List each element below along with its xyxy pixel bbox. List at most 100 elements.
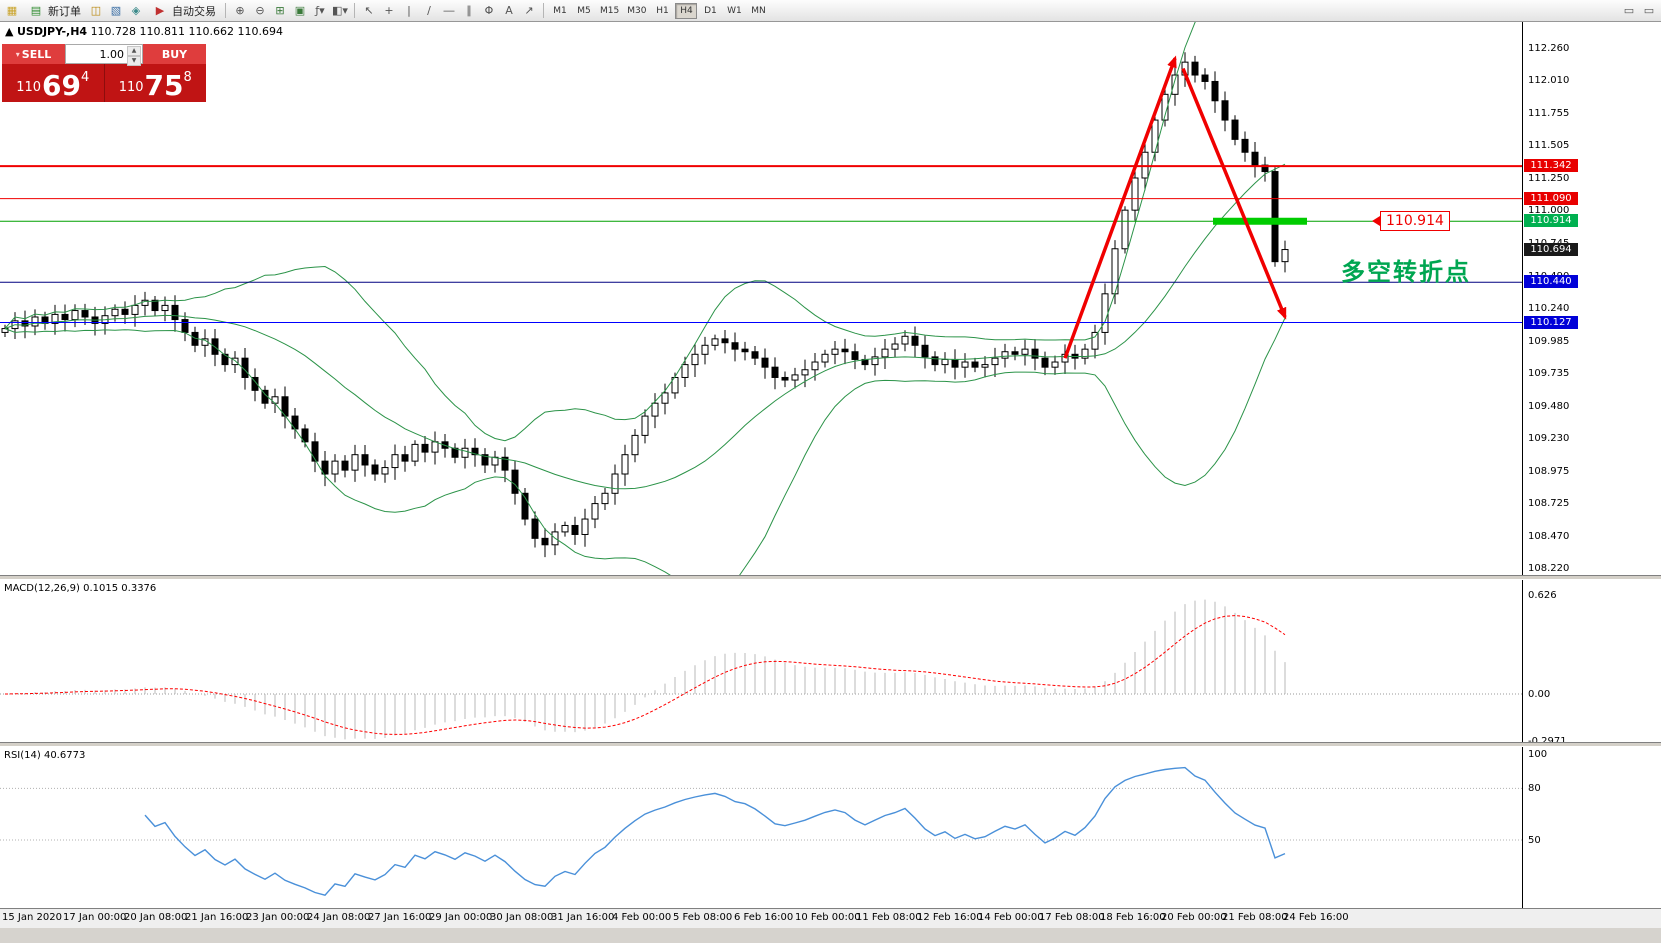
navigator-icon[interactable]: ◈ xyxy=(131,4,141,17)
bollinger-middle-line xyxy=(4,163,1286,490)
timeframe-mn[interactable]: MN xyxy=(751,5,766,16)
price-tick-label: 111.000 xyxy=(1528,205,1570,217)
sell-label: SELL xyxy=(21,47,52,61)
main-chart-canvas[interactable] xyxy=(0,22,1522,575)
lot-increase-button[interactable]: ▲ xyxy=(127,46,141,56)
auto-trading-button[interactable]: ▶ 自动交易 xyxy=(147,2,220,20)
text-tool-icon[interactable]: A xyxy=(505,4,513,17)
trend-arrow-up[interactable] xyxy=(1063,55,1177,359)
timeframe-h4[interactable]: H4 xyxy=(675,2,698,19)
toolbar-separator xyxy=(225,3,226,18)
time-label: 24 Jan 08:00 xyxy=(307,912,371,923)
timeframe-d1[interactable]: D1 xyxy=(704,5,717,16)
crosshair-icon[interactable]: + xyxy=(384,4,394,17)
time-scale[interactable]: 15 Jan 2020 17 Jan 00:00 20 Jan 08:00 21 Ja… xyxy=(0,908,1661,928)
buy-button[interactable]: BUY xyxy=(143,44,206,64)
time-label: 17 Jan 00:00 xyxy=(63,912,127,923)
timeframe-m1[interactable]: M1 xyxy=(553,5,567,16)
main-toolbar: ▦ ▤ 新订单 ◫ ▧ ◈ ▶ 自动交易 ⊕ ⊖ ⊞ ▣ ƒ▾ ◧▾ ↖ + |… xyxy=(0,0,1661,22)
rsi-tick-label: 80 xyxy=(1528,783,1541,795)
trendline-icon[interactable]: ∕ xyxy=(427,4,431,17)
timeframe-w1[interactable]: W1 xyxy=(727,5,742,16)
time-label: 24 Feb 16:00 xyxy=(1283,912,1349,923)
time-label: 20 Feb 00:00 xyxy=(1161,912,1227,923)
timeframe-m5[interactable]: M5 xyxy=(577,5,591,16)
zoom-in-icon[interactable]: ⊕ xyxy=(235,4,245,17)
sell-button[interactable]: ▾ SELL xyxy=(2,44,65,64)
channel-icon[interactable]: ∥ xyxy=(466,4,472,17)
price-tick-label: 111.250 xyxy=(1528,172,1570,184)
time-label: 18 Feb 16:00 xyxy=(1100,912,1166,923)
mt-logo-icon: ▦ xyxy=(6,4,18,17)
monitor-icon-2[interactable]: ▭ xyxy=(1643,4,1655,17)
toolbar-separator xyxy=(543,3,544,18)
chart-window-icon[interactable]: ▧ xyxy=(110,4,122,17)
macd-signal-line xyxy=(4,615,1286,735)
price-tag: 110.694 xyxy=(1524,242,1578,256)
new-order-icon: ▤ xyxy=(30,4,42,17)
time-label: 12 Feb 16:00 xyxy=(917,912,983,923)
time-label: 31 Jan 16:00 xyxy=(551,912,615,923)
templates-icon[interactable]: ◧▾ xyxy=(332,4,348,17)
one-click-trading-widget: ▾ SELL ▲ ▼ BUY 110 69 4 110 75 xyxy=(2,44,206,102)
one-click-collapse-icon[interactable]: ▾ xyxy=(15,49,20,59)
macd-indicator-label: MACD(12,26,9) 0.1015 0.3376 xyxy=(4,583,157,594)
lot-size-box: ▲ ▼ xyxy=(65,44,143,66)
price-tick-label: 109.480 xyxy=(1528,400,1570,412)
macd-tick-label: 0.626 xyxy=(1528,590,1557,602)
price-tick-label: 109.230 xyxy=(1528,432,1570,444)
timeframe-m30[interactable]: M30 xyxy=(627,5,647,16)
timeframe-m15[interactable]: M15 xyxy=(600,5,620,16)
price-scale[interactable]: 112.260 112.010 111.755 111.505 111.250 111.0… xyxy=(1522,22,1661,908)
cascade-windows-icon[interactable]: ▣ xyxy=(294,4,306,17)
ohlc-values: 110.728 110.811 110.662 110.694 xyxy=(90,25,284,38)
time-label: 5 Feb 08:00 xyxy=(673,912,733,923)
callout-price-text: 110.914 xyxy=(1380,211,1450,231)
bollinger-lower-line xyxy=(4,317,1286,575)
time-label: 21 Feb 08:00 xyxy=(1222,912,1288,923)
rsi-tick-label: 100 xyxy=(1528,749,1548,760)
panel-separator[interactable] xyxy=(0,742,1661,747)
price-callout[interactable]: 110.914 xyxy=(1372,211,1450,231)
tile-windows-icon[interactable]: ⊞ xyxy=(275,4,285,17)
price-tick-label: 112.260 xyxy=(1528,43,1570,54)
timeframe-h1[interactable]: H1 xyxy=(656,5,669,16)
macd-tick-label: 0.00 xyxy=(1528,689,1551,700)
cursor-icon[interactable]: ↖ xyxy=(364,4,374,17)
symbol-title: USDJPY-,H4 xyxy=(16,25,88,38)
buy-price-prefix: 110 xyxy=(118,80,144,95)
new-order-button[interactable]: ▤ 新订单 xyxy=(23,2,85,20)
buy-label: BUY xyxy=(161,47,188,61)
rsi-panel-canvas[interactable] xyxy=(0,747,1522,908)
trend-arrow-down[interactable] xyxy=(1181,67,1287,320)
market-watch-icon[interactable]: ◫ xyxy=(90,4,102,17)
sell-price-button[interactable]: 110 69 4 xyxy=(2,64,105,102)
time-label: 17 Feb 08:00 xyxy=(1039,912,1105,923)
monitor-icon-1[interactable]: ▭ xyxy=(1623,4,1635,17)
vertical-line-icon[interactable]: | xyxy=(407,4,411,17)
fibonacci-icon[interactable]: Φ xyxy=(484,4,494,17)
turning-point-annotation[interactable]: 多空转折点 xyxy=(1341,258,1471,286)
macd-tick-label: -0.2971 xyxy=(1528,736,1567,747)
price-tick-label: 109.985 xyxy=(1528,335,1570,347)
symbol-marker-icon: ▲ xyxy=(5,25,14,38)
price-tag: 110.127 xyxy=(1524,315,1578,329)
price-tick-label: 108.975 xyxy=(1528,465,1570,477)
panel-separator[interactable] xyxy=(0,575,1661,580)
lot-spinner: ▲ ▼ xyxy=(127,46,141,66)
price-tick-label: 109.735 xyxy=(1528,367,1570,379)
lot-size-input[interactable] xyxy=(76,46,126,62)
indicators-icon[interactable]: ƒ▾ xyxy=(315,4,325,17)
macd-histogram-layer xyxy=(14,599,1286,740)
buy-price-button[interactable]: 110 75 8 xyxy=(105,64,207,102)
auto-trading-label: 自动交易 xyxy=(172,4,216,18)
arrow-tools-icon[interactable]: ↗ xyxy=(524,4,534,17)
zoom-out-icon[interactable]: ⊖ xyxy=(255,4,265,17)
auto-trading-icon: ▶ xyxy=(155,4,165,17)
time-label: 30 Jan 08:00 xyxy=(490,912,554,923)
macd-panel-canvas[interactable] xyxy=(0,580,1522,742)
chart-symbol-header: ▲ USDJPY-,H4 110.728 110.811 110.662 110… xyxy=(5,25,283,38)
lot-decrease-button[interactable]: ▼ xyxy=(127,56,141,66)
horizontal-line-icon[interactable]: ― xyxy=(443,4,455,17)
